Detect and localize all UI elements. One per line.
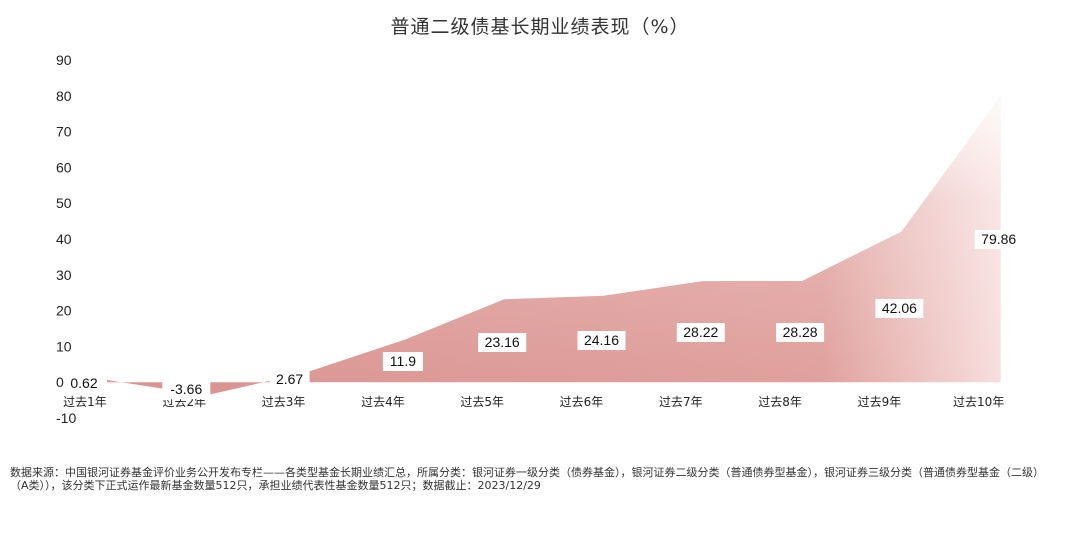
data-label: 28.28 — [776, 323, 825, 342]
data-label-text: 28.28 — [783, 324, 818, 340]
data-label-box — [577, 331, 626, 350]
x-tick-label: 过去9年 — [858, 395, 902, 409]
data-label-text: -3.66 — [170, 381, 202, 397]
y-tick-label: 40 — [56, 231, 72, 247]
y-tick-label: 10 — [56, 338, 72, 354]
y-tick-label: 30 — [56, 267, 72, 283]
data-label: 79.86 — [974, 230, 1023, 249]
data-label-text: 28.22 — [683, 324, 718, 340]
data-label-box — [162, 380, 211, 400]
area-highlight — [107, 96, 1001, 396]
data-label-text: 23.16 — [485, 334, 520, 350]
y-tick-label: 20 — [56, 303, 72, 319]
y-tick-label: 50 — [56, 195, 72, 211]
y-tick-label: 80 — [56, 88, 72, 104]
x-tick-label: 过去1年 — [63, 395, 107, 409]
data-label-box — [478, 333, 527, 352]
x-tick-label: 过去3年 — [262, 395, 306, 409]
data-label-text: 0.62 — [70, 375, 97, 391]
data-labels: 0.62 -3.66 2.67 11.9 23.16 24.16 28.22 28.28 42.… — [64, 230, 1023, 400]
data-label-box — [382, 352, 423, 371]
data-label: 23.16 — [478, 333, 527, 352]
x-axis: 过去1年 过去2年 过去3年 过去4年 过去5年 过去6年 过去7年 过去8年 过去9年 过去10… — [63, 395, 1004, 409]
data-label: 11.9 — [382, 352, 423, 371]
data-label: -3.66 — [162, 380, 211, 400]
data-label-text: 79.86 — [981, 231, 1016, 247]
data-label-box — [269, 370, 310, 390]
y-tick-label: 0 — [56, 374, 64, 390]
data-label: 24.16 — [577, 331, 626, 350]
data-label-text: 42.06 — [882, 300, 917, 316]
x-tick-label: 过去5年 — [460, 395, 504, 409]
data-label-box — [64, 374, 104, 394]
x-tick-label: 过去7年 — [659, 395, 703, 409]
plot-area — [107, 96, 1001, 396]
data-label: 28.22 — [676, 323, 725, 342]
x-tick-label: 过去6年 — [560, 395, 604, 409]
data-label: 2.67 — [269, 370, 310, 390]
data-label-text: 24.16 — [584, 332, 619, 348]
y-tick-label: 60 — [56, 159, 72, 175]
data-label: 0.62 — [64, 374, 104, 394]
y-tick-label: 90 — [56, 52, 72, 68]
data-label-box — [875, 299, 924, 318]
y-tick-label: -10 — [56, 410, 76, 426]
data-label-box — [776, 323, 825, 342]
data-label-text: 2.67 — [276, 371, 303, 387]
data-label-box — [974, 230, 1023, 249]
x-tick-label: 过去10年 — [953, 395, 1004, 409]
data-label: 42.06 — [875, 299, 924, 318]
x-tick-label: 过去4年 — [361, 395, 405, 409]
source-note: 数据来源：中国银河证券基金评价业务公开发布专栏——各类型基金长期业绩汇总，所属分… — [10, 466, 1044, 492]
data-label-box — [676, 323, 725, 342]
data-label-text: 11.9 — [390, 353, 416, 369]
chart-title: 普通二级债基长期业绩表现（%） — [390, 16, 689, 38]
y-tick-label: 70 — [56, 124, 72, 140]
y-axis: -10 0 10 20 30 40 50 60 70 80 90 — [56, 52, 76, 426]
x-tick-label: 过去8年 — [758, 395, 802, 409]
